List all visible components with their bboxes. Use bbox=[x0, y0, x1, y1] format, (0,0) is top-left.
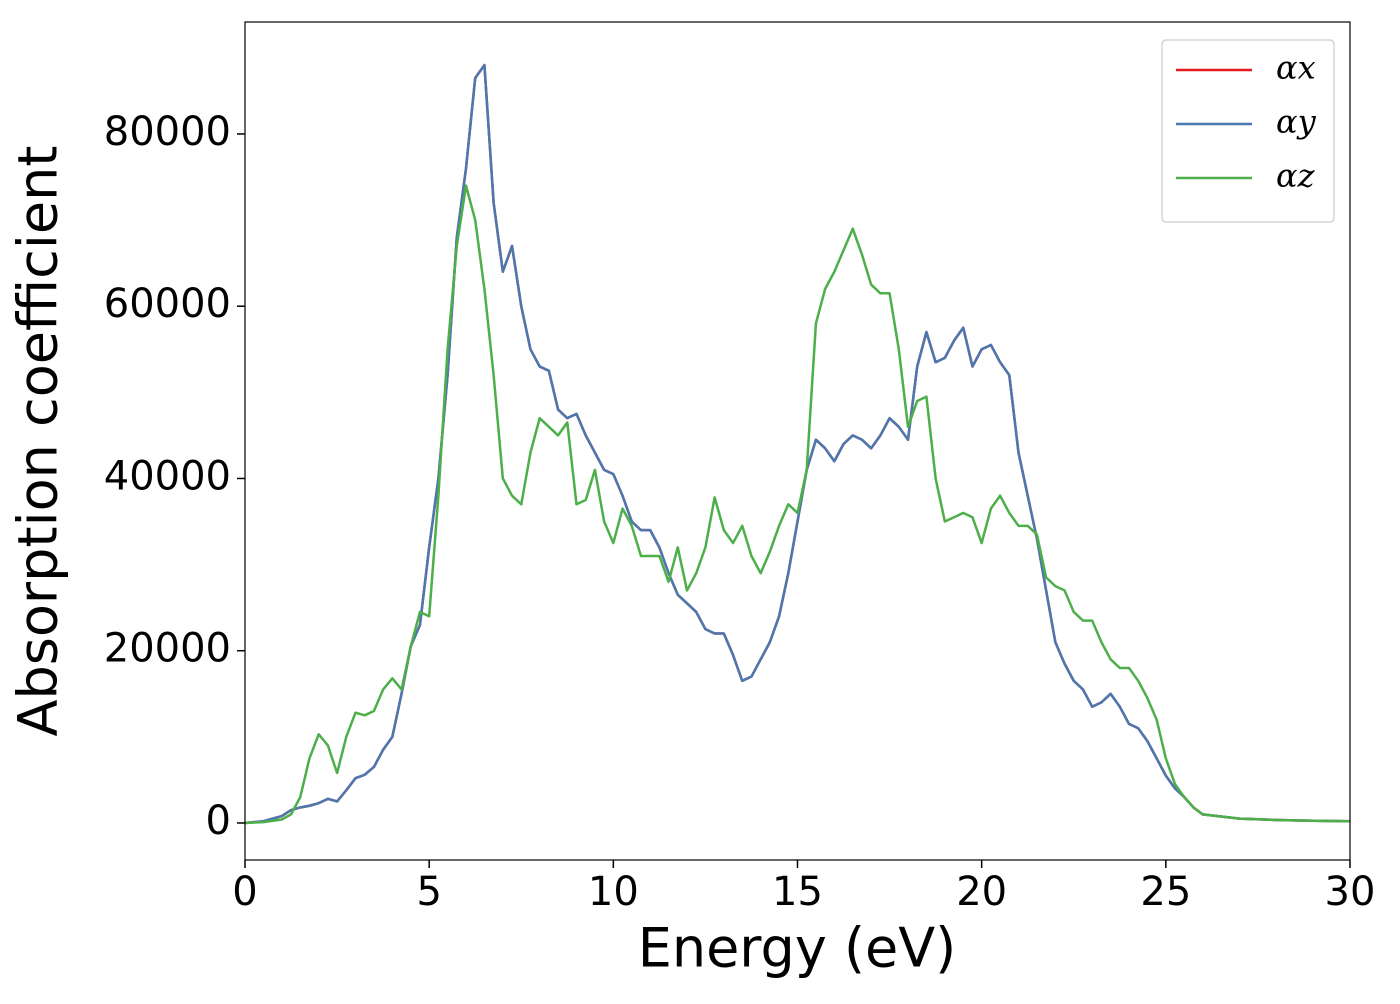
y-tick-label: 40000 bbox=[104, 453, 231, 499]
legend-label: αy bbox=[1276, 103, 1317, 141]
plot-frame bbox=[244, 21, 1351, 861]
y-tick-label: 60000 bbox=[104, 281, 231, 327]
x-tick-label: 20 bbox=[956, 869, 1007, 915]
x-tick-label: 15 bbox=[772, 869, 823, 915]
y-tick-label: 20000 bbox=[104, 626, 231, 672]
series-line bbox=[244, 63, 1351, 825]
series-line bbox=[244, 184, 1351, 825]
x-tick-label: 30 bbox=[1325, 869, 1376, 915]
x-tick-label: 25 bbox=[1140, 869, 1191, 915]
y-tick-label: 80000 bbox=[104, 109, 231, 155]
x-tick-label: 5 bbox=[416, 869, 441, 915]
x-tick-label: 0 bbox=[232, 869, 257, 915]
y-tick-label: 0 bbox=[206, 798, 231, 844]
x-axis-label: Energy (eV) bbox=[638, 917, 957, 980]
legend-label: αz bbox=[1276, 157, 1316, 195]
y-axis-label: Absorption coefficient bbox=[7, 146, 70, 737]
legend-label: αx bbox=[1276, 49, 1316, 87]
legend-box bbox=[1161, 39, 1335, 223]
x-tick-label: 10 bbox=[588, 869, 639, 915]
